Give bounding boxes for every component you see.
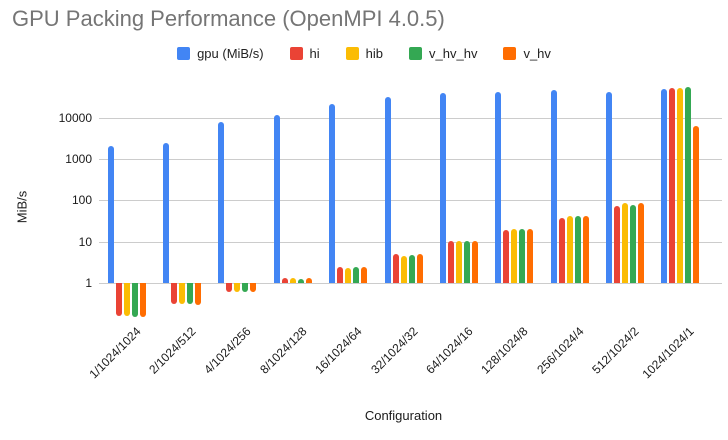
- bar[interactable]: [440, 93, 446, 283]
- bar[interactable]: [511, 229, 517, 283]
- bar[interactable]: [171, 283, 177, 304]
- bar[interactable]: [519, 229, 525, 283]
- bar[interactable]: [685, 87, 691, 283]
- bar[interactable]: [527, 229, 533, 283]
- bar[interactable]: [361, 267, 367, 283]
- y-axis-title: MiB/s: [14, 190, 30, 224]
- bar[interactable]: [385, 97, 391, 283]
- bar[interactable]: [503, 230, 509, 283]
- bar[interactable]: [140, 283, 146, 317]
- gridline: [99, 118, 722, 119]
- legend-item-2[interactable]: hib: [345, 46, 384, 61]
- bar[interactable]: [242, 283, 248, 292]
- bar[interactable]: [606, 92, 612, 283]
- bar[interactable]: [393, 254, 399, 283]
- bar[interactable]: [456, 241, 462, 283]
- bar[interactable]: [290, 278, 296, 283]
- bar[interactable]: [464, 241, 470, 283]
- y-tick-label: 10: [78, 235, 92, 249]
- legend-item-4[interactable]: v_hv: [503, 46, 551, 61]
- y-tick-label: 100: [71, 193, 92, 207]
- bar[interactable]: [218, 122, 224, 283]
- bar[interactable]: [329, 104, 335, 283]
- bar[interactable]: [614, 206, 620, 283]
- bar[interactable]: [401, 256, 407, 283]
- bar[interactable]: [195, 283, 201, 305]
- bar[interactable]: [567, 216, 573, 283]
- legend-swatch-icon: [409, 47, 423, 60]
- bar[interactable]: [234, 283, 240, 292]
- bar[interactable]: [163, 143, 169, 283]
- bar[interactable]: [551, 90, 557, 283]
- legend-item-0[interactable]: gpu (MiB/s): [177, 46, 264, 61]
- gridline: [99, 242, 722, 243]
- legend-swatch-icon: [503, 47, 517, 60]
- bar[interactable]: [187, 283, 193, 304]
- legend-label: gpu (MiB/s): [197, 46, 264, 61]
- bar[interactable]: [132, 283, 138, 317]
- legend-label: hib: [365, 46, 384, 61]
- bar[interactable]: [417, 254, 423, 283]
- legend-swatch-icon: [289, 47, 303, 60]
- legend-label: hi: [309, 46, 320, 61]
- gridline: [99, 200, 722, 201]
- legend-swatch-icon: [177, 47, 191, 60]
- bar[interactable]: [298, 279, 304, 283]
- gridline: [99, 159, 722, 160]
- bar[interactable]: [345, 268, 351, 283]
- bar[interactable]: [638, 203, 644, 283]
- bar[interactable]: [677, 88, 683, 283]
- y-tick-label: 10000: [58, 111, 92, 125]
- bar[interactable]: [559, 218, 565, 283]
- bar[interactable]: [306, 278, 312, 283]
- bar[interactable]: [226, 283, 232, 292]
- x-axis-title: Configuration: [364, 408, 443, 423]
- bar[interactable]: [337, 267, 343, 283]
- bar[interactable]: [693, 126, 699, 283]
- legend-label: v_hv: [523, 46, 551, 61]
- legend-swatch-icon: [345, 47, 359, 60]
- bar[interactable]: [448, 241, 454, 283]
- legend-item-1[interactable]: hi: [289, 46, 320, 61]
- bar[interactable]: [472, 241, 478, 283]
- bar[interactable]: [661, 89, 667, 283]
- bar[interactable]: [622, 203, 628, 283]
- bar[interactable]: [124, 283, 130, 316]
- y-tick-label: 1000: [65, 152, 92, 166]
- bar[interactable]: [669, 88, 675, 283]
- bar[interactable]: [274, 115, 280, 283]
- chart-title: GPU Packing Performance (OpenMPI 4.0.5): [12, 6, 445, 31]
- bar[interactable]: [250, 283, 256, 292]
- bar[interactable]: [409, 255, 415, 283]
- bar[interactable]: [495, 92, 501, 283]
- bar[interactable]: [353, 267, 359, 283]
- legend: gpu (MiB/s) hi hib v_hv_hv v_hv: [0, 46, 728, 61]
- legend-label: v_hv_hv: [429, 46, 478, 61]
- bar[interactable]: [630, 205, 636, 283]
- bar[interactable]: [575, 216, 581, 283]
- bar[interactable]: [108, 146, 114, 283]
- legend-item-3[interactable]: v_hv_hv: [409, 46, 477, 61]
- bar[interactable]: [583, 216, 589, 283]
- bar[interactable]: [116, 283, 122, 316]
- bar[interactable]: [282, 278, 288, 283]
- gridline: [99, 283, 722, 284]
- bar[interactable]: [179, 283, 185, 304]
- y-tick-label: 1: [85, 276, 92, 290]
